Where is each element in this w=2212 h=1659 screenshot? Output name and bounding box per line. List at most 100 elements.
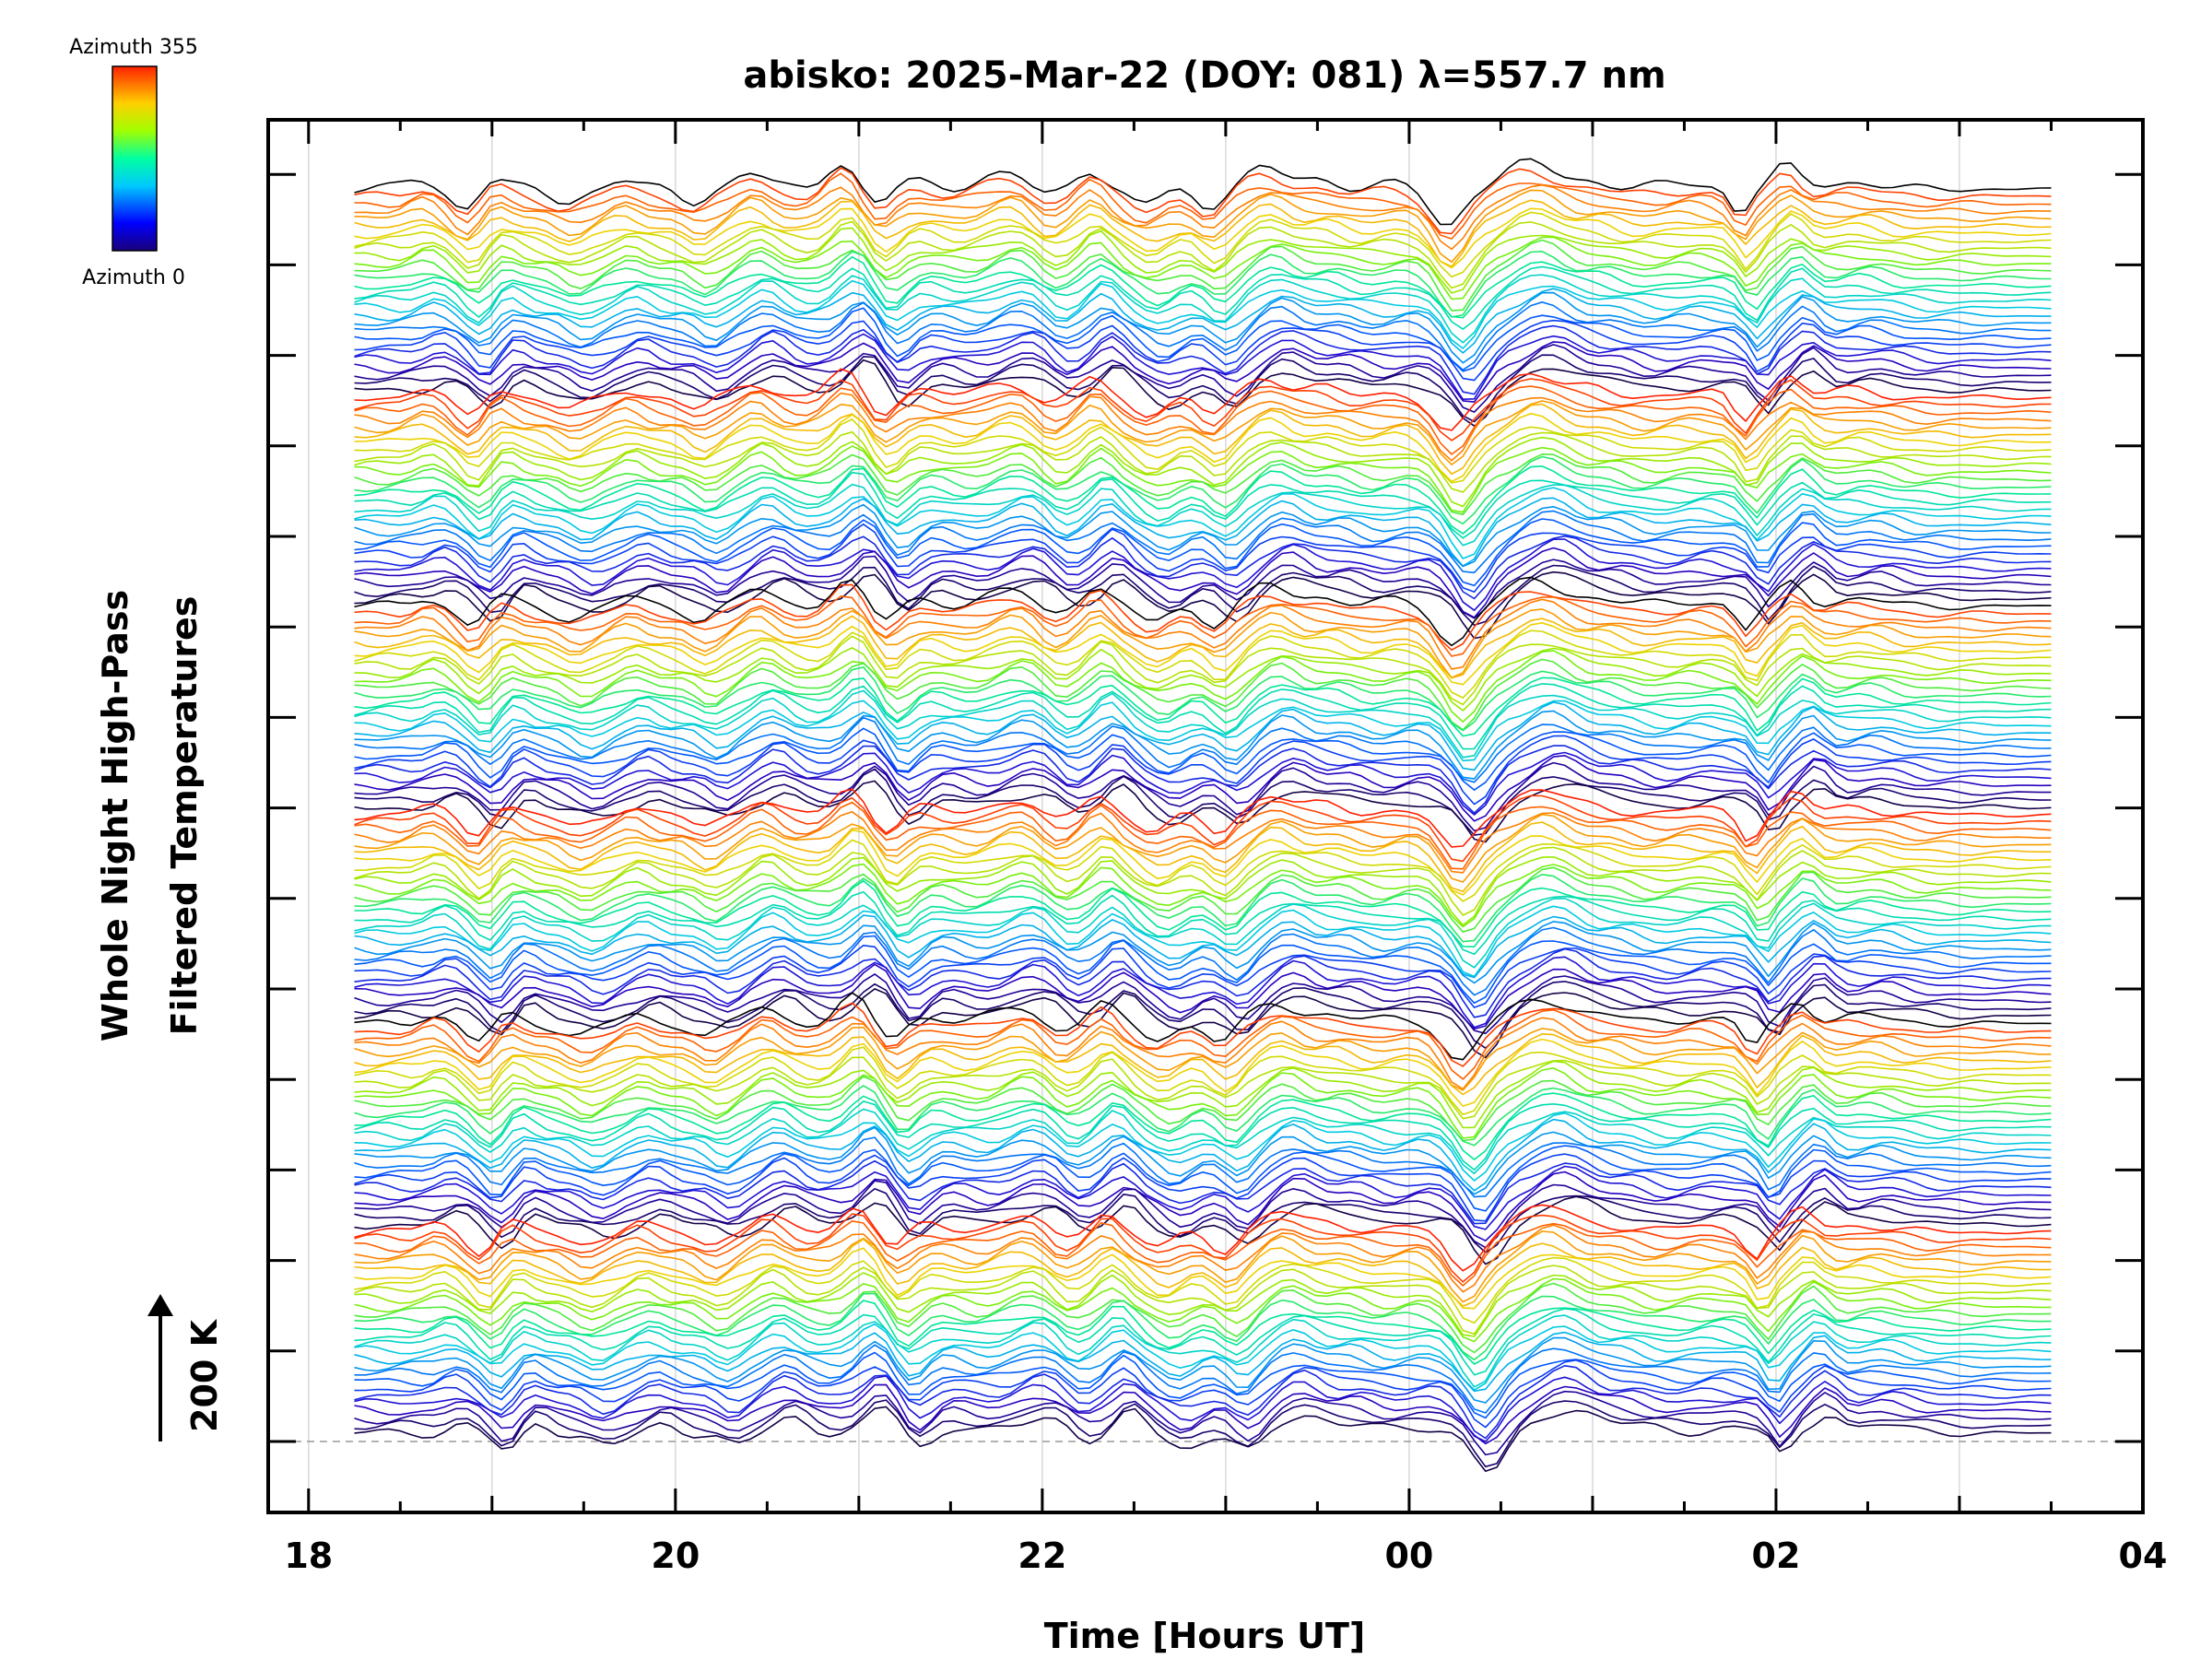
series-line	[354, 1033, 2052, 1096]
series-line	[354, 701, 2052, 771]
series-line	[354, 914, 2052, 979]
series-line	[354, 288, 2052, 354]
series-line	[354, 879, 2052, 947]
series-line	[354, 256, 2052, 319]
series-line	[354, 926, 2052, 996]
x-axis-ticks: 18 20 22 00 02 04	[284, 120, 2167, 1576]
series-line	[354, 751, 2052, 816]
series-line	[354, 755, 2052, 822]
x-tick-label: 18	[284, 1535, 333, 1576]
series-line	[354, 629, 2052, 699]
series-line	[354, 510, 2052, 574]
series-line	[354, 658, 2052, 731]
series-line	[354, 1308, 2052, 1376]
series-line	[354, 1375, 2052, 1442]
series-line	[354, 1153, 2052, 1222]
series-line	[354, 430, 2052, 493]
series-line	[354, 813, 2052, 883]
series-line	[354, 189, 2052, 264]
series-line	[354, 1336, 2052, 1404]
series-line	[354, 1067, 2052, 1139]
colorbar: Azimuth 355 Azimuth 0	[69, 36, 198, 289]
series-line	[354, 1017, 2052, 1090]
series-line	[354, 1038, 2052, 1107]
series-line	[354, 307, 2052, 372]
series-line	[354, 172, 2052, 240]
series-line	[354, 761, 2052, 832]
series-line	[354, 846, 2052, 916]
colorbar-gradient	[112, 65, 158, 252]
y-axis-ticks	[268, 172, 2143, 1443]
series-line	[354, 921, 2052, 984]
series-line	[354, 291, 2052, 364]
series-line	[354, 524, 2052, 593]
series-line	[354, 829, 2052, 896]
series-line	[354, 897, 2052, 969]
series-line	[354, 199, 2052, 267]
series-line	[354, 945, 2052, 1008]
y-axis-label-line1: Whole Night High-Pass	[95, 590, 135, 1041]
series-line	[354, 207, 2052, 269]
series-line	[354, 650, 2052, 723]
series-line	[354, 1230, 2052, 1303]
series-line	[354, 666, 2052, 732]
series-line	[354, 905, 2052, 978]
series-line	[354, 455, 2052, 525]
x-tick-label: 20	[651, 1535, 700, 1576]
series-line	[354, 1272, 2052, 1337]
series-line	[354, 400, 2052, 465]
series-line	[354, 1277, 2052, 1343]
scale-bar: 200 K	[147, 1294, 225, 1441]
series-line	[354, 483, 2052, 547]
series-line	[354, 301, 2052, 371]
series-line	[354, 1118, 2052, 1192]
series-line	[354, 1165, 2052, 1230]
series-line	[354, 1195, 2052, 1265]
series-line	[354, 1220, 2052, 1287]
series-line	[354, 874, 2052, 943]
plot-series	[354, 158, 2052, 1472]
series-line	[354, 1204, 2052, 1272]
series-line	[354, 333, 2052, 400]
series-line	[354, 647, 2052, 712]
series-line	[354, 1136, 2052, 1198]
series-line	[354, 598, 2052, 670]
series-line	[354, 1100, 2052, 1171]
chart-title: abisko: 2025-Mar-22 (DOY: 081) λ=557.7 n…	[743, 54, 1665, 97]
series-line	[354, 1344, 2052, 1414]
series-line	[354, 1282, 2052, 1354]
series-line	[354, 811, 2052, 874]
series-line	[354, 1187, 2052, 1253]
series-line	[354, 947, 2052, 1018]
series-line	[354, 436, 2052, 508]
series-line	[354, 412, 2052, 483]
series-line	[354, 1085, 2052, 1147]
series-line	[354, 359, 2052, 427]
series-line	[354, 1292, 2052, 1361]
colorbar-label-bottom: Azimuth 0	[82, 266, 185, 289]
series-line	[354, 555, 2052, 619]
series-line	[354, 251, 2052, 318]
series-line	[354, 547, 2052, 618]
series-line	[354, 1359, 2052, 1429]
series-line	[354, 354, 2052, 423]
series-line	[354, 344, 2052, 413]
series-line	[354, 727, 2052, 791]
series-line	[354, 571, 2052, 640]
series-line	[354, 1365, 2052, 1440]
x-axis-label: Time [Hours UT]	[1044, 1616, 1366, 1656]
series-line	[354, 700, 2052, 762]
series-line	[354, 1265, 2052, 1335]
series-line	[354, 1323, 2052, 1391]
series-line	[354, 1092, 2052, 1160]
series-line	[354, 1247, 2052, 1310]
series-line	[354, 1390, 2052, 1456]
series-line	[354, 973, 2052, 1035]
series-line	[354, 403, 2052, 476]
series-line	[354, 856, 2052, 926]
series-line	[354, 1056, 2052, 1120]
series-line	[354, 378, 2052, 441]
series-line	[354, 683, 2052, 750]
series-line	[354, 211, 2052, 278]
